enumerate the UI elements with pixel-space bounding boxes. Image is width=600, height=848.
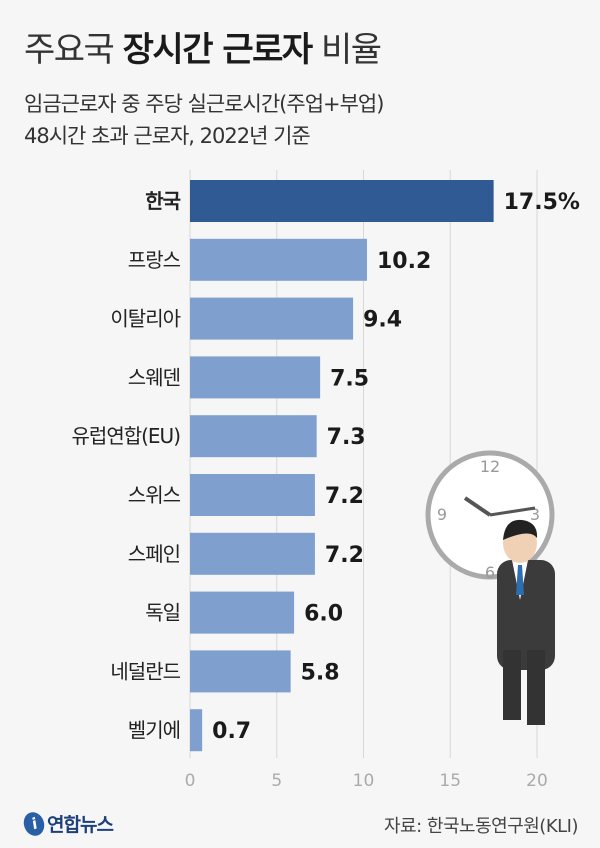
value-label: 6.0: [304, 602, 343, 627]
person-tie: [516, 565, 524, 595]
logo-icon: i: [20, 808, 48, 839]
category-label: 프랑스: [128, 248, 181, 272]
clock-number: 3: [530, 505, 540, 524]
category-label: 스웨덴: [128, 365, 180, 389]
value-label: 7.3: [327, 425, 366, 450]
x-tick-label: 15: [439, 771, 461, 791]
x-tick-label: 10: [353, 771, 375, 791]
clock-minute-hand: [489, 506, 536, 517]
subtitle-line-1: 임금근로자 중 주당 실근로시간(주업+부업): [24, 92, 384, 116]
person-leg: [527, 650, 545, 725]
clock-number: 6: [485, 563, 495, 582]
bar: [190, 297, 354, 340]
x-tick-label: 0: [185, 771, 196, 791]
bar: [190, 591, 295, 634]
bar: [190, 238, 367, 281]
page-title: 주요국 장시간 근로자 비율: [24, 30, 382, 70]
value-label: 10.2: [377, 249, 431, 274]
value-label: 5.8: [301, 660, 340, 685]
category-label: 한국: [145, 189, 180, 213]
x-tick-label: 5: [271, 771, 282, 791]
value-label: 7.5: [330, 366, 369, 391]
value-label: 7.2: [325, 484, 364, 509]
bar: [190, 180, 494, 222]
person-leg: [503, 650, 521, 720]
category-label: 스위스: [128, 483, 181, 507]
bar: [190, 474, 315, 516]
subtitle-line-2: 48시간 초과 근로자, 2022년 기준: [24, 124, 311, 148]
x-tick-label: 20: [526, 771, 548, 791]
category-label: 이탈리아: [110, 307, 180, 331]
person-hair: [503, 519, 538, 540]
bar: [190, 532, 315, 575]
value-label: 9.4: [363, 308, 402, 333]
bar: [190, 650, 291, 693]
clock-number: 9: [437, 505, 447, 524]
bar: [190, 415, 317, 458]
category-label: 유럽연합(EU): [72, 424, 181, 448]
bar: [190, 356, 321, 399]
clock-hour-hand: [463, 496, 492, 517]
person-body: [497, 560, 555, 670]
category-label: 스페인: [128, 542, 180, 566]
category-label: 벨기에: [128, 718, 180, 742]
category-label: 독일: [145, 601, 180, 625]
value-label: 0.7: [212, 719, 251, 744]
category-label: 네덜란드: [110, 659, 180, 683]
value-label: 7.2: [325, 543, 364, 568]
yonhap-logo: i 연합뉴스: [20, 808, 114, 839]
source-note: 자료: 한국노동연구원(KLI): [383, 816, 579, 837]
bar: [190, 709, 203, 752]
clock-number: 12: [480, 457, 500, 476]
value-label: 17.5%: [504, 190, 580, 215]
